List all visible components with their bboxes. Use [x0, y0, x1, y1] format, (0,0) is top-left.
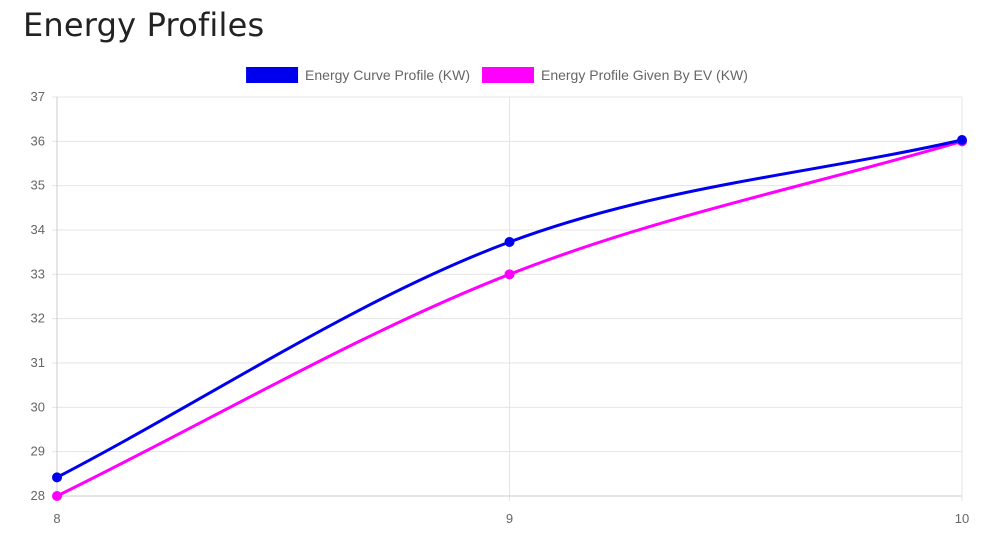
- legend-label: Energy Curve Profile (KW): [305, 67, 470, 83]
- legend-label: Energy Profile Given By EV (KW): [541, 67, 748, 83]
- legend-swatch: [246, 67, 299, 83]
- data-point-series-2[interactable]: [504, 269, 515, 280]
- data-point-series-1[interactable]: [504, 236, 515, 247]
- y-tick-label: 33: [31, 266, 45, 281]
- axes: [56, 97, 962, 497]
- x-tick-label: 9: [506, 511, 513, 526]
- x-tick-label: 8: [53, 511, 60, 526]
- y-tick-label: 31: [31, 355, 45, 370]
- y-tick-label: 30: [31, 399, 45, 414]
- page-title: Energy Profiles: [23, 6, 265, 44]
- legend-swatch: [481, 67, 534, 83]
- legend-item-1[interactable]: Energy Curve Profile (KW): [246, 67, 470, 83]
- y-tick-label: 28: [31, 488, 45, 503]
- y-tick-label: 35: [31, 178, 45, 193]
- y-tick-label: 36: [31, 133, 45, 148]
- tick-labels: 28 29 30 31 32 33 34 35 36 37 8 9 10: [31, 89, 970, 526]
- data-point-series-1[interactable]: [52, 472, 62, 483]
- grid-lines: [52, 96, 963, 501]
- data-point-series-2[interactable]: [52, 491, 62, 501]
- y-tick-label: 34: [31, 222, 45, 237]
- data-point-series-1[interactable]: [957, 135, 967, 146]
- x-tick-label: 10: [955, 511, 969, 526]
- data-points: [52, 135, 967, 501]
- y-tick-label: 32: [31, 311, 45, 326]
- y-tick-label: 29: [31, 444, 45, 459]
- legend-item-2[interactable]: Energy Profile Given By EV (KW): [481, 67, 748, 83]
- y-tick-label: 37: [31, 89, 45, 104]
- legend[interactable]: Energy Curve Profile (KW) Energy Profile …: [246, 67, 748, 83]
